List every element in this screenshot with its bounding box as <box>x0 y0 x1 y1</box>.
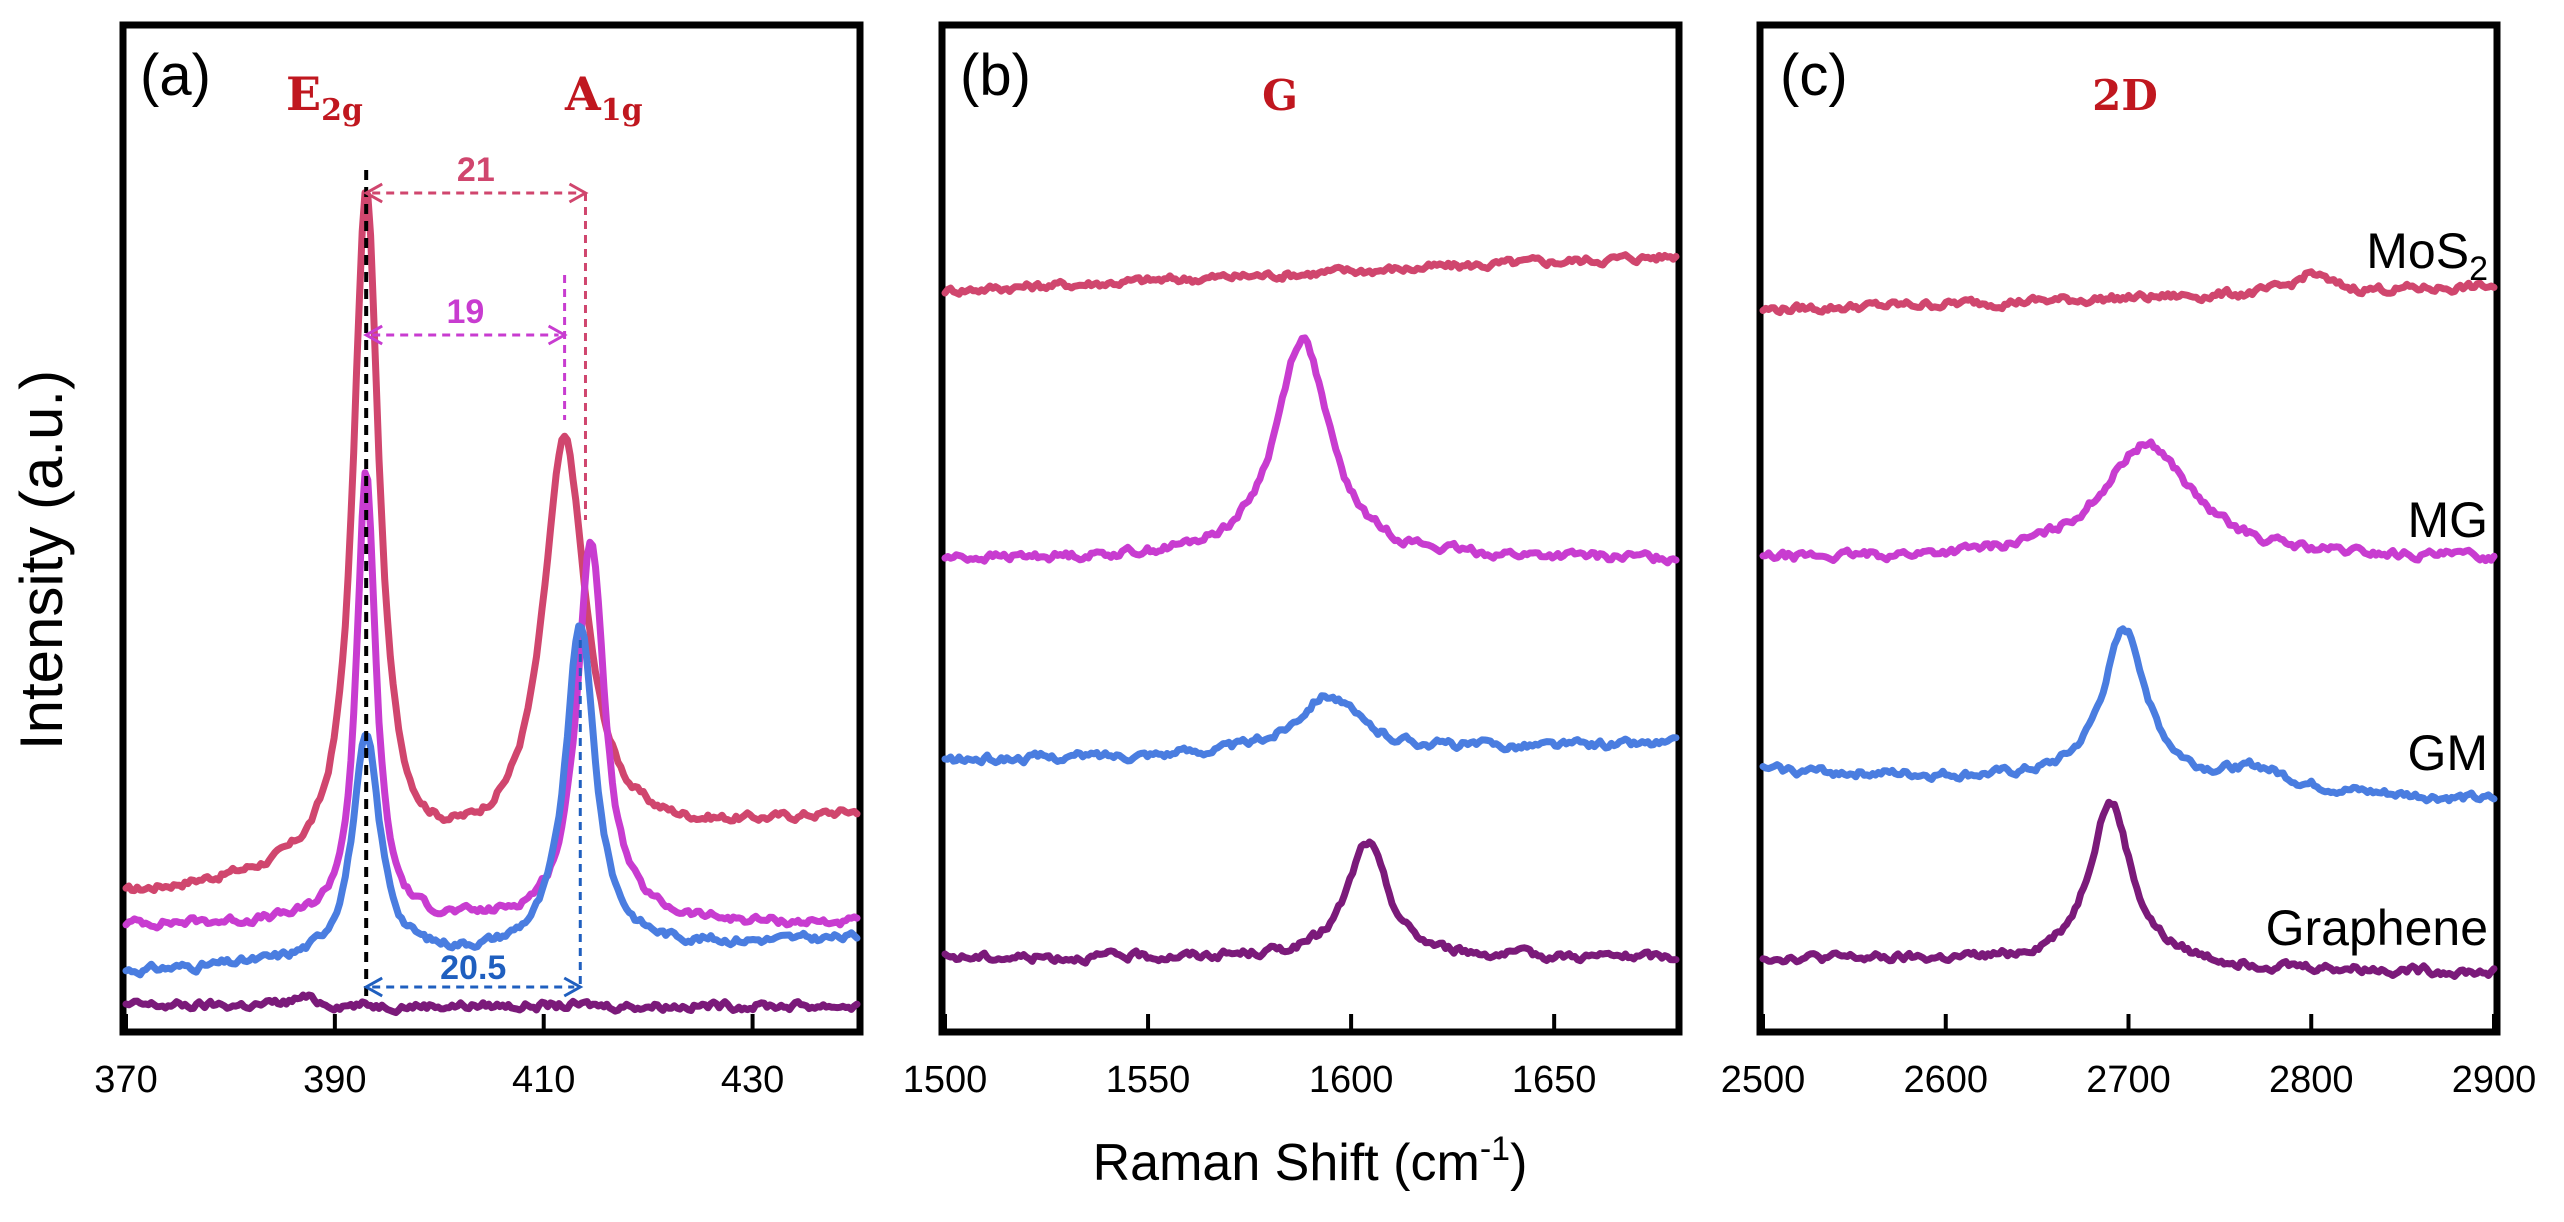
x-tick-label: 430 <box>721 1059 784 1101</box>
x-tick-label: 2700 <box>2086 1059 2171 1101</box>
shift-value-label: 19 <box>446 293 484 331</box>
panel-c: (c) 2D 2500 2600 2700 2800 2900 MoS2 MG GM G… <box>1721 21 2537 1101</box>
x-tick-label: 2900 <box>2452 1059 2537 1101</box>
panel-c-spectra <box>1759 268 2498 980</box>
series-label-mg: MG <box>2407 492 2488 548</box>
spectrum-gm <box>941 692 1680 767</box>
panel-a-spectra <box>122 189 861 1017</box>
panel-a-frame <box>119 21 864 1036</box>
arrow-head <box>563 976 584 998</box>
x-tick-label: 1550 <box>1106 1059 1191 1101</box>
panel-b-ticks: 1500 1550 1600 1650 <box>903 1014 1597 1101</box>
spectrum-mos2 <box>1759 268 2498 317</box>
peak-label-e2g: E2g <box>286 67 363 128</box>
panel-a-label: (a) <box>140 43 211 108</box>
arrow-head <box>363 976 383 998</box>
panel-b-frame <box>938 21 1683 1036</box>
spectrum-graphene <box>1759 798 2498 980</box>
panel-a-ticks: 370 390 410 430 <box>94 1014 784 1101</box>
arrow-head <box>363 324 383 346</box>
arrow-head <box>363 182 383 204</box>
x-tick-label: 370 <box>94 1059 157 1101</box>
peak-label-2d: 2D <box>2092 71 2158 120</box>
x-tick-label: 1500 <box>903 1059 988 1101</box>
series-label-gm: GM <box>2407 725 2488 781</box>
y-axis-title: Intensity (a.u.) <box>8 370 75 750</box>
x-tick-label: 2800 <box>2269 1059 2354 1101</box>
x-tick-label: 2500 <box>1721 1059 1806 1101</box>
panel-a-annotations: 21 19 20.5 <box>363 151 589 1000</box>
x-tick-label: 1600 <box>1309 1059 1394 1101</box>
peak-label-g: G <box>1262 71 1298 120</box>
spectrum-gm <box>122 622 861 979</box>
panel-b-spectra <box>941 251 1680 967</box>
x-tick-label: 410 <box>512 1059 575 1101</box>
x-tick-label: 1650 <box>1512 1059 1597 1101</box>
spectrum-mg <box>122 469 861 932</box>
x-tick-label: 390 <box>303 1059 366 1101</box>
spectrum-mos2 <box>122 189 861 895</box>
spectrum-mg <box>1759 438 2498 565</box>
panel-c-label: (c) <box>1780 43 1848 108</box>
panel-a: (a) E2g A1g 21 19 20.5 370 390 410 430 <box>94 21 864 1101</box>
spectrum-graphene <box>941 838 1680 967</box>
spectrum-mos2 <box>941 251 1680 298</box>
x-tick-label: 2600 <box>1903 1059 1988 1101</box>
series-label-graphene: Graphene <box>2266 900 2488 956</box>
panel-b: (b) G 1500 1550 1600 1650 <box>903 21 1683 1101</box>
panel-b-label: (b) <box>960 43 1031 108</box>
panel-c-ticks: 2500 2600 2700 2800 2900 <box>1721 1014 2537 1101</box>
spectrum-mg <box>941 334 1680 567</box>
shift-value-label: 21 <box>457 151 495 189</box>
shift-value-label: 20.5 <box>440 949 506 987</box>
spectrum-graphene <box>122 991 861 1017</box>
x-axis-title: Raman Shift (cm-1) <box>1093 1130 1528 1192</box>
panel-c-frame <box>1756 21 2501 1036</box>
series-label-mos2: MoS2 <box>2366 223 2488 288</box>
spectrum-gm <box>1759 625 2498 805</box>
peak-label-a1g: A1g <box>564 67 643 128</box>
